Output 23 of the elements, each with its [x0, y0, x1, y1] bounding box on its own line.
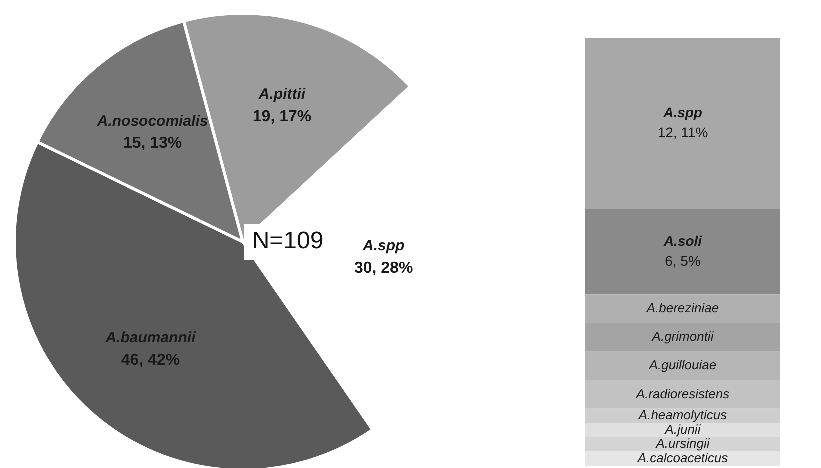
series-label: A.heamolyticus — [638, 408, 728, 423]
slice-label: A.baumannii — [104, 330, 197, 347]
slice-label: A.pittii — [258, 86, 306, 104]
data-label: 6, 5% — [665, 252, 701, 269]
data-label: 30, 28% — [354, 260, 414, 277]
series-label: A.ursingii — [655, 436, 711, 452]
series-label: A.bereziniae — [646, 300, 720, 316]
bar — [586, 38, 780, 210]
series-label: A.radioresistens — [635, 386, 730, 402]
text: N=109 — [252, 228, 324, 255]
slice-label: A.nosocomialis — [96, 112, 208, 130]
data-label: 12, 11% — [658, 124, 708, 140]
series-label: A.guillouiae — [648, 358, 717, 373]
bar — [586, 209, 780, 295]
slice-label: A.spp — [362, 238, 405, 255]
series-label: A.junii — [664, 422, 702, 437]
data-label: 15, 13% — [123, 135, 182, 152]
series-label: A.spp — [662, 104, 703, 120]
series-label: A.soli — [662, 232, 704, 249]
data-label: 19, 17% — [252, 108, 312, 126]
series-label: A.calcoaceticus — [636, 450, 729, 466]
series-label: A.grimontii — [651, 329, 715, 344]
data-label: 46, 42% — [121, 352, 180, 369]
